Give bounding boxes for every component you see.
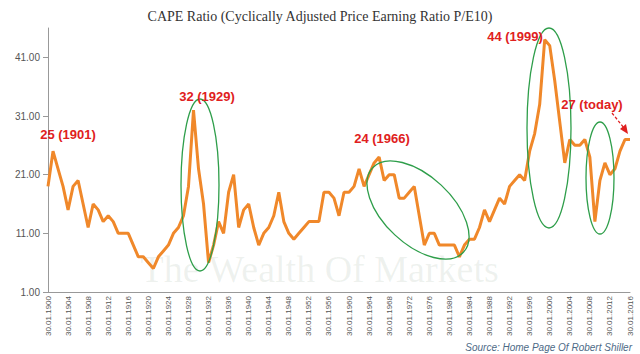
svg-text:30.01.1924: 30.01.1924 xyxy=(164,295,173,336)
svg-text:30.01.1972: 30.01.1972 xyxy=(405,295,414,336)
svg-text:30.01.2008: 30.01.2008 xyxy=(585,295,594,336)
svg-text:30.01.1944: 30.01.1944 xyxy=(264,295,273,336)
svg-text:30.01.1932: 30.01.1932 xyxy=(204,295,213,336)
svg-text:30.01.2000: 30.01.2000 xyxy=(545,295,554,336)
svg-text:30.01.1956: 30.01.1956 xyxy=(324,295,333,336)
svg-text:30.01.2016: 30.01.2016 xyxy=(626,295,635,336)
svg-text:30.01.1980: 30.01.1980 xyxy=(445,295,454,336)
svg-text:Source: Home Page Of Robert Sh: Source: Home Page Of Robert Shiller xyxy=(465,342,632,353)
svg-text:31.00: 31.00 xyxy=(15,111,40,122)
svg-text:30.01.1940: 30.01.1940 xyxy=(244,295,253,336)
svg-text:30.01.1916: 30.01.1916 xyxy=(124,295,133,336)
svg-text:CAPE Ratio (Cyclically Adjuste: CAPE Ratio (Cyclically Adjusted Price Ea… xyxy=(148,9,493,25)
svg-text:30.01.1912: 30.01.1912 xyxy=(104,295,113,336)
svg-text:30.01.1928: 30.01.1928 xyxy=(184,295,193,336)
svg-text:27 (today): 27 (today) xyxy=(561,97,622,112)
svg-text:30.01.1904: 30.01.1904 xyxy=(64,295,73,336)
svg-text:1.00: 1.00 xyxy=(21,287,41,298)
svg-text:30.01.1996: 30.01.1996 xyxy=(525,295,534,336)
svg-text:30.01.1964: 30.01.1964 xyxy=(365,295,374,336)
svg-text:44 (1999): 44 (1999) xyxy=(487,29,543,44)
svg-text:30.01.1960: 30.01.1960 xyxy=(345,295,354,336)
svg-text:30.01.2012: 30.01.2012 xyxy=(605,295,614,336)
svg-text:30.01.1948: 30.01.1948 xyxy=(284,295,293,336)
svg-text:30.01.1936: 30.01.1936 xyxy=(224,295,233,336)
svg-text:30.01.1952: 30.01.1952 xyxy=(304,295,313,336)
svg-text:11.00: 11.00 xyxy=(16,228,41,239)
svg-text:30.01.1968: 30.01.1968 xyxy=(385,295,394,336)
svg-text:The Wealth Of Markets: The Wealth Of Markets xyxy=(141,248,499,290)
svg-text:41.00: 41.00 xyxy=(15,52,40,63)
svg-text:25 (1901): 25 (1901) xyxy=(40,127,96,142)
svg-text:30.01.2004: 30.01.2004 xyxy=(565,295,574,336)
svg-text:30.01.1984: 30.01.1984 xyxy=(465,295,474,336)
svg-text:21.00: 21.00 xyxy=(15,169,40,180)
svg-text:30.01.1992: 30.01.1992 xyxy=(505,295,514,336)
svg-text:30.01.1900: 30.01.1900 xyxy=(44,295,53,336)
svg-text:30.01.1908: 30.01.1908 xyxy=(84,295,93,336)
svg-text:30.01.1988: 30.01.1988 xyxy=(485,295,494,336)
svg-text:30.01.1920: 30.01.1920 xyxy=(144,295,153,336)
svg-text:24 (1966): 24 (1966) xyxy=(354,131,410,146)
svg-text:32 (1929): 32 (1929) xyxy=(179,89,235,104)
svg-text:30.01.1976: 30.01.1976 xyxy=(425,295,434,336)
